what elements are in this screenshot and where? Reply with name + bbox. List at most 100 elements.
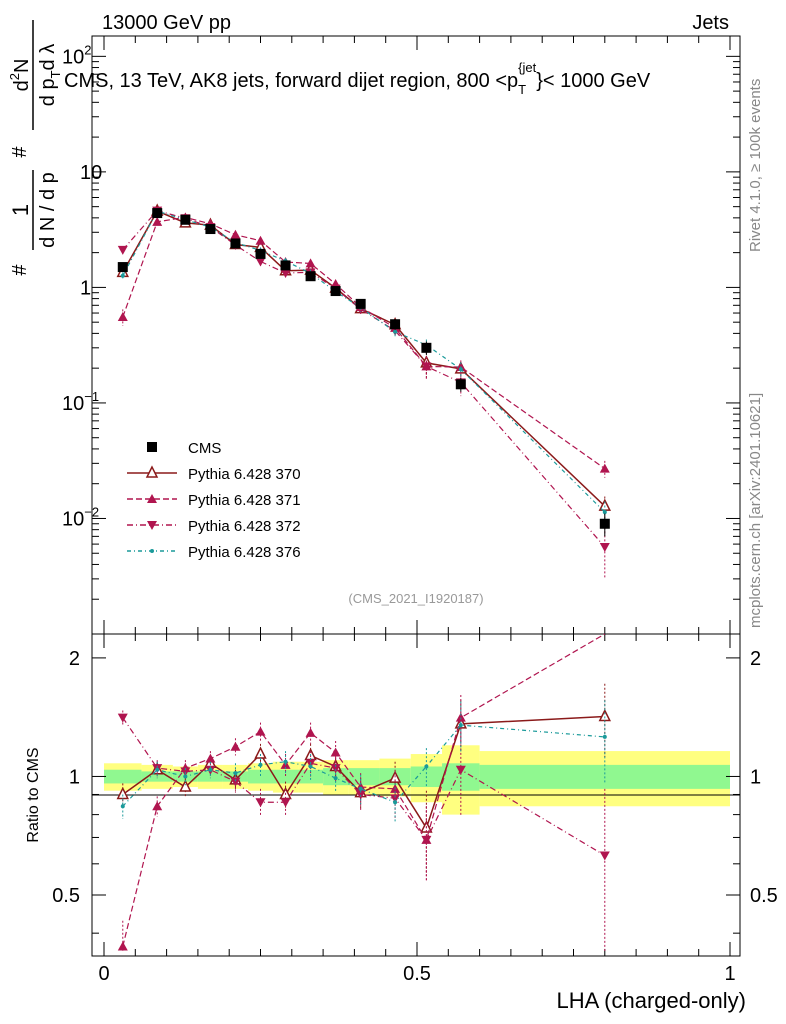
ratio-point — [255, 798, 266, 808]
main-point — [280, 268, 291, 278]
ratio-point — [117, 941, 128, 951]
cms-point — [230, 238, 241, 249]
ratio-point — [330, 764, 341, 774]
svg-text:1: 1 — [8, 204, 33, 216]
legend-entry-label: Pythia 6.428 370 — [188, 466, 301, 483]
legend-entry-label: Pythia 6.428 376 — [188, 544, 301, 561]
ratio-y-axis: 0.5 0.5 1 1 2 2 — [52, 648, 778, 934]
main-point — [255, 235, 266, 245]
ratio-point — [152, 801, 163, 811]
cms-point — [390, 319, 401, 330]
main-series-layer — [116, 203, 612, 580]
ratio-point — [117, 713, 128, 723]
main-y-tick-label: 10 — [80, 162, 102, 184]
cms-point — [180, 214, 191, 225]
ratio-point — [230, 777, 241, 787]
svg-text:d N / d p: d N / d p — [37, 172, 59, 248]
ratio-point — [208, 767, 213, 772]
ratio-y-tick-label: 2 — [69, 648, 80, 670]
ratio-y-tick-label: 0.5 — [52, 885, 80, 907]
ratio-series-layer — [116, 633, 612, 952]
cms-point — [421, 342, 432, 353]
ratio-point — [230, 741, 241, 751]
main-point — [602, 510, 607, 515]
cms-point — [355, 298, 366, 309]
main-point — [421, 362, 432, 372]
ratio-point — [333, 776, 338, 781]
legend-entry-label: CMS — [188, 440, 221, 457]
ratio-series-line — [122, 717, 606, 856]
ratio-point — [255, 726, 266, 736]
x-tick-label: 0.5 — [403, 963, 431, 985]
cms-point — [330, 286, 341, 297]
ratio-series-line — [122, 715, 605, 830]
ratio-point — [602, 734, 607, 739]
svg-text:d2N: d2N — [7, 59, 33, 92]
main-series-line — [122, 216, 606, 470]
cms-point — [205, 224, 216, 235]
ratio-band-stat — [141, 771, 173, 782]
source-label: mcplots.cern.ch [arXiv:2401.10621] — [747, 393, 764, 628]
x-axis: 0 0.5 1 — [98, 36, 736, 985]
x-tick-label: 0 — [98, 963, 109, 985]
ratio-y-label: Ratio to CMS — [25, 747, 42, 842]
legend-entry-label: Pythia 6.428 371 — [188, 492, 301, 509]
ratio-point — [283, 759, 288, 764]
ratio-point — [355, 782, 366, 792]
legend-marker — [147, 521, 157, 530]
ratio-point — [205, 753, 216, 763]
ratio-band-stat — [247, 769, 274, 784]
x-axis-label: LHA (charged-only) — [556, 988, 746, 1013]
ratio-y-tick-label-right: 2 — [750, 648, 761, 670]
ratio-y-tick-label-right: 1 — [750, 766, 761, 788]
ratio-point — [390, 794, 401, 804]
ratio-point — [393, 800, 398, 805]
main-point — [152, 216, 163, 226]
cms-point — [152, 208, 163, 219]
cms-point — [255, 248, 266, 259]
main-point — [305, 258, 316, 268]
main-point — [599, 542, 610, 552]
ratio-point — [455, 712, 466, 722]
ratio-y-tick-label: 1 — [69, 766, 80, 788]
ratio-point — [280, 798, 291, 808]
ratio-point — [254, 746, 267, 759]
ratio-point — [421, 835, 432, 845]
main-series-line — [122, 210, 606, 513]
ratio-series-line — [122, 633, 606, 947]
ratio-point — [424, 764, 429, 769]
main-point — [117, 311, 128, 321]
cms-point — [455, 379, 466, 390]
legend-marker — [145, 465, 159, 478]
main-point — [255, 257, 266, 267]
ratio-point — [258, 762, 263, 767]
cms-point — [599, 518, 610, 529]
chart-title: CMS, 13 TeV, AK8 jets, forward dijet reg… — [64, 60, 651, 97]
main-y-tick-label: 1 — [80, 277, 91, 299]
ratio-band-stat — [273, 769, 299, 784]
category-label: Jets — [692, 12, 729, 34]
main-y-tick-label: 102 — [62, 42, 91, 68]
main-series-line — [122, 210, 606, 507]
svg-text:#: # — [9, 264, 31, 276]
main-point — [117, 245, 128, 255]
ratio-point — [598, 708, 612, 722]
ratio-panel-frame — [91, 633, 741, 957]
x-tick-label: 1 — [724, 963, 735, 985]
main-point — [393, 329, 398, 334]
ratio-point — [358, 786, 363, 791]
cms-point — [280, 260, 291, 271]
energy-label: 13000 GeV pp — [102, 12, 231, 34]
main-point — [230, 229, 241, 239]
legend-marker — [147, 494, 157, 503]
legend-entry-label: Pythia 6.428 372 — [188, 518, 301, 535]
ratio-uncertainty-bands — [104, 745, 730, 815]
ratio-point — [330, 747, 341, 757]
legend: CMS Pythia 6.428 370 Pythia 6.428 371 Pythi… — [127, 440, 301, 561]
cms-point — [117, 262, 128, 273]
ratio-series-line — [122, 724, 605, 807]
ratio-band-stat — [104, 769, 142, 784]
ratio-point — [599, 851, 610, 861]
ratio-point — [305, 727, 316, 737]
svg-text:d pTd λ: d pTd λ — [37, 44, 63, 106]
